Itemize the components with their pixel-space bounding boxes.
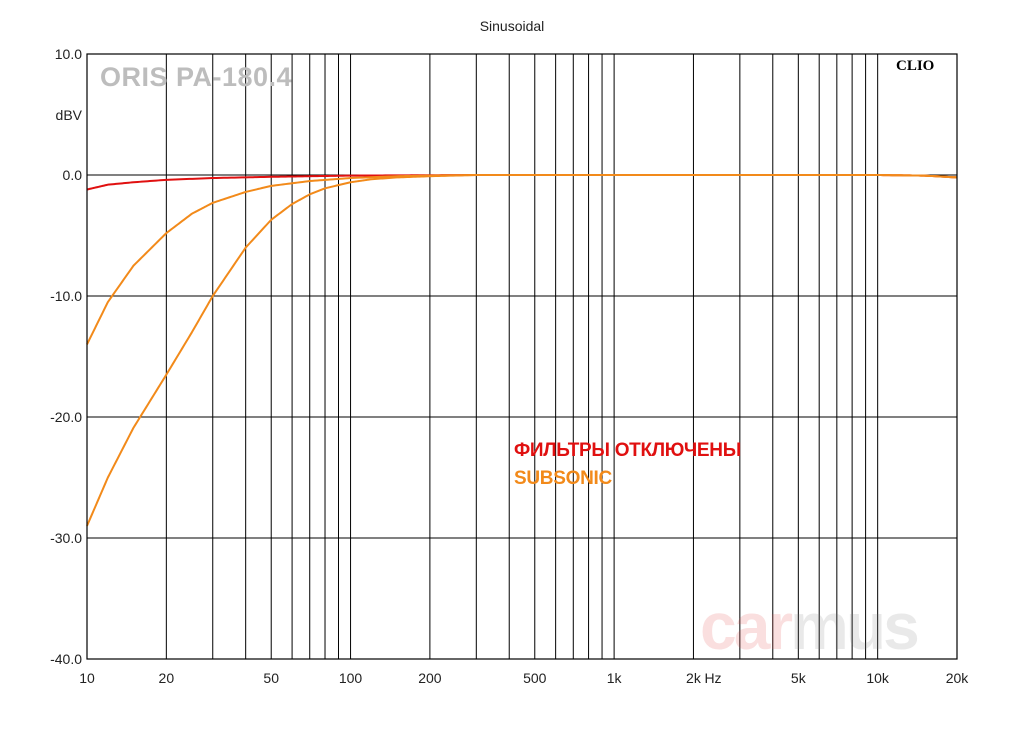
legend-entry-filters-off: ФИЛЬТРЫ ОТКЛЮЧЕНЫ — [514, 440, 742, 461]
x-tick-label: 10 — [79, 670, 95, 686]
x-tick-label: 1k — [607, 670, 623, 686]
y-axis-label: dBV — [56, 107, 83, 123]
legend-entry-subsonic: SUBSONIC — [514, 468, 612, 489]
x-tick-label: 500 — [523, 670, 547, 686]
model-label: ORIS PA-180.4 — [100, 62, 293, 92]
watermark-right: mus — [790, 589, 920, 663]
y-tick-label: -30.0 — [50, 530, 82, 546]
x-axis-label: Hz — [704, 670, 721, 686]
y-tick-label: -40.0 — [50, 651, 82, 667]
watermark-left: car — [700, 589, 793, 663]
y-axis-ticks: 10.0 0.0 -10.0 -20.0 -30.0 -40.0 — [50, 46, 82, 667]
x-tick-label: 2k — [686, 670, 702, 686]
series-line-2 — [86, 174, 958, 527]
y-tick-label: 0.0 — [63, 167, 83, 183]
x-tick-label: 20k — [946, 670, 970, 686]
y-tick-label: -10.0 — [50, 288, 82, 304]
y-tick-label: 10.0 — [55, 46, 82, 62]
chart-title: Sinusoidal — [479, 18, 545, 34]
x-tick-label: 200 — [418, 670, 442, 686]
software-label: CLIO — [896, 58, 935, 74]
watermark-logo: carmus — [700, 588, 920, 664]
x-tick-label: 20 — [159, 670, 175, 686]
x-tick-label: 5k — [791, 670, 807, 686]
grid — [87, 54, 957, 659]
series-line-0 — [86, 174, 958, 191]
x-tick-label: 50 — [263, 670, 279, 686]
x-tick-label: 10k — [866, 670, 890, 686]
x-axis-ticks: 10 20 50 100 200 500 1k 2k 5k 10k 20k — [79, 670, 969, 686]
plot-frame — [86, 53, 958, 660]
series-line-1 — [86, 174, 958, 345]
x-tick-label: 100 — [339, 670, 363, 686]
y-tick-label: -20.0 — [50, 409, 82, 425]
curves — [86, 174, 958, 527]
